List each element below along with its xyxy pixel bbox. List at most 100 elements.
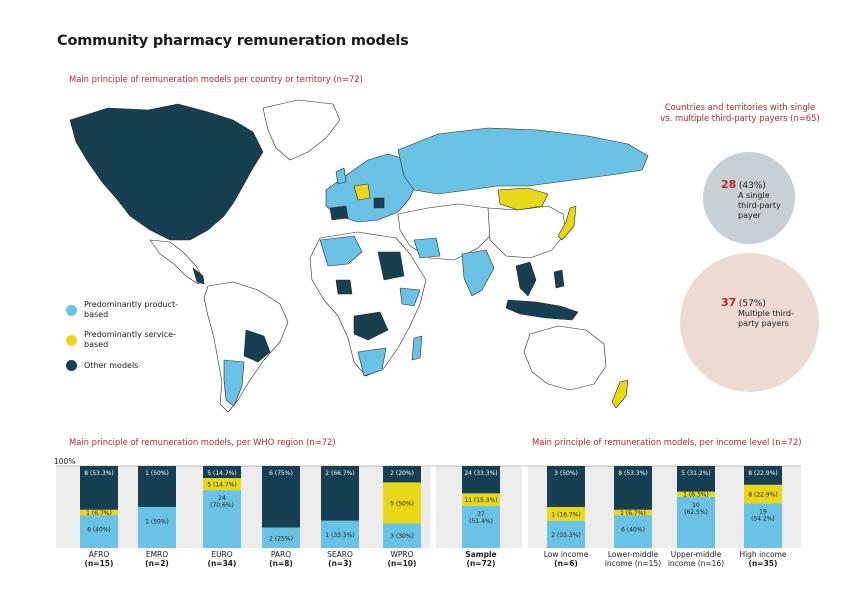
category-label: EURO: [211, 550, 232, 559]
map-region-ethiopia-product: [399, 287, 421, 307]
category-n-label: (n=10): [388, 559, 417, 568]
map-region-madagascar-product: [411, 335, 423, 361]
map-region-brazil-other: [243, 329, 271, 363]
data-label: 24 (33.3%): [464, 470, 497, 477]
chart-title: Community pharmacy remuneration models: [57, 33, 409, 49]
bar-group-bg-0: [56, 466, 430, 548]
map-region-north-africa-product: [319, 235, 363, 267]
legend-item-other: Other models: [66, 360, 179, 371]
map-region-southeast-asia-other: [515, 261, 537, 297]
map-region-west-africa-other: [335, 279, 353, 295]
data-label: 19: [759, 508, 767, 515]
data-label: 11 (15.3%): [464, 497, 497, 504]
data-label: 6 (40%): [621, 527, 645, 534]
bar-seg-afro-1: [80, 509, 118, 516]
multiple-payer-circle: 37 (57%) Multiple third-party payers: [680, 253, 819, 392]
bar-seg-lower-middle-income-1: [614, 509, 652, 516]
category-label: income (n=16): [668, 559, 724, 568]
legend-item-product: Predominantly product-based: [66, 300, 179, 320]
bar-seg-low-income-1: [547, 507, 585, 521]
map-region-india-product: [461, 249, 495, 297]
data-label: 8 (53.3%): [84, 470, 113, 477]
category-n-label: (n=34): [208, 559, 237, 568]
bar-seg-euro-0: [203, 490, 241, 548]
data-label: (62.5%): [684, 509, 708, 516]
single-payer-label: A single third-party payer: [738, 191, 781, 220]
map-region-greenland: [262, 99, 341, 161]
bar-seg-afro-0: [80, 515, 118, 548]
category-label: AFRO: [89, 550, 110, 559]
income-subtitle: Main principle of remuneration models, p…: [532, 437, 802, 447]
data-label: 8 (53.3%): [618, 470, 647, 477]
data-label: 5 (14.7%): [207, 470, 236, 477]
category-n-label: (n=2): [145, 559, 169, 568]
bar-seg-searo-2: [321, 466, 359, 521]
data-label: 3 (30%): [390, 533, 414, 540]
category-n-label: (n=3): [328, 559, 352, 568]
bar-seg-afro-2: [80, 466, 118, 510]
legend-label-other: Other models: [84, 360, 139, 370]
map-region-indonesia-other: [505, 299, 579, 321]
category-n-label: (n=6): [554, 559, 578, 568]
bar-seg-sample-1: [462, 493, 500, 506]
category-label: Upper-middle: [671, 550, 722, 559]
map-legend: Predominantly product-based Predominantl…: [66, 300, 179, 381]
bar-seg-wpro-0: [383, 523, 421, 548]
data-label: 1 (33.3%): [325, 532, 354, 539]
category-label: SEARO: [327, 550, 353, 559]
data-label: 1 (16.7%): [551, 511, 580, 518]
multiple-payer-count: 37: [721, 296, 737, 309]
category-label: High income: [739, 550, 786, 559]
category-label: Sample: [465, 550, 496, 559]
data-label: 37: [477, 511, 485, 518]
data-label: 1 (50%): [145, 470, 169, 477]
bar-seg-upper-middle-income-2: [677, 466, 715, 492]
payers-title: Countries and territories with single vs…: [660, 102, 820, 123]
bar-seg-emro-0: [138, 507, 176, 548]
category-label: Low income: [544, 550, 589, 559]
data-label: 3 (50%): [554, 470, 578, 477]
map-region-central-america-other: [192, 267, 205, 285]
multiple-payer-pct: (57%): [738, 299, 766, 309]
data-label: 1 (50%): [145, 519, 169, 526]
data-label: 24: [218, 495, 226, 502]
map-region-congo-other: [353, 311, 389, 341]
bar-seg-wpro-1: [383, 482, 421, 524]
data-label: 2 (20%): [390, 470, 414, 477]
bar-seg-lower-middle-income-2: [614, 466, 652, 510]
data-label: 5 (50%): [390, 500, 414, 507]
who-subtitle: Main principle of remuneration models, p…: [69, 437, 336, 447]
bar-seg-sample-0: [462, 505, 500, 548]
single-payer-circle: 28 (43%) A single third-party payer: [703, 152, 795, 244]
map-region-australia: [523, 325, 607, 391]
bar-seg-paro-0: [262, 527, 300, 548]
bar-seg-high-income-2: [744, 466, 782, 485]
category-label: Lower-middle: [608, 550, 659, 559]
map-region-argentina-product: [223, 359, 245, 407]
bar-seg-upper-middle-income-0: [677, 496, 715, 548]
map-region-germany-service: [353, 183, 371, 201]
bar-seg-low-income-0: [547, 520, 585, 548]
bar-seg-high-income-1: [744, 484, 782, 504]
data-label: 5 (31.2%): [681, 470, 710, 477]
bar-seg-low-income-2: [547, 466, 585, 507]
category-n-label: (n=8): [269, 559, 293, 568]
category-n-label: (n=35): [749, 559, 778, 568]
category-label: income (n=15): [605, 559, 661, 568]
map-region-uk-product: [335, 167, 347, 185]
bar-seg-lower-middle-income-0: [614, 515, 652, 548]
world-map: [58, 90, 658, 420]
data-label: 2 (66.7%): [325, 470, 354, 477]
data-label: 2 (33.3%): [551, 532, 580, 539]
legend-swatch-product: [66, 304, 77, 316]
multiple-payer-label: Multiple third-party payers: [738, 309, 794, 328]
data-label: 1 (6.7%): [620, 510, 646, 517]
map-region-spain-other: [329, 205, 349, 221]
data-label: (70.6%): [210, 502, 234, 509]
data-label: 1 (6.3%): [683, 492, 709, 499]
single-payer-count: 28: [721, 178, 737, 191]
map-region-philippines-other: [553, 269, 565, 289]
category-label: PARO: [271, 550, 291, 559]
map-region-japan-service: [557, 205, 577, 241]
